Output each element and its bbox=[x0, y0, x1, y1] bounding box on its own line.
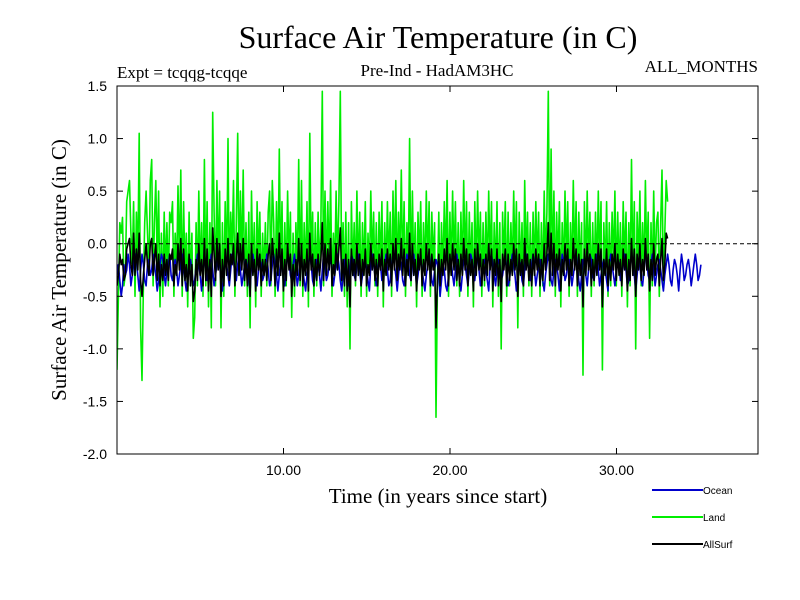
x-axis: 10.00 20.00 30.00 bbox=[266, 86, 634, 478]
y-tick-label: -1.5 bbox=[83, 393, 107, 409]
x-axis-label: Time (in years since start) bbox=[329, 484, 548, 508]
legend: Ocean Land AllSurf bbox=[652, 486, 733, 551]
legend-label-ocean: Ocean bbox=[703, 486, 732, 497]
legend-label-land: Land bbox=[703, 513, 725, 524]
y-axis: 1.5 1.0 0.5 0.0 -0.5 -1.0 -1.5 -2.0 bbox=[83, 78, 758, 462]
y-axis-label: Surface Air Temperature (in C) bbox=[47, 139, 71, 401]
y-tick-label: 0.0 bbox=[88, 236, 108, 252]
plot-frame bbox=[116, 85, 759, 455]
x-tick-label: 30.00 bbox=[599, 462, 634, 478]
series-line-allsurf bbox=[117, 221, 669, 329]
x-tick-label: 10.00 bbox=[266, 462, 301, 478]
chart-subtitle-left: Expt = tcqqg-tcqqe bbox=[117, 63, 247, 82]
y-tick-label: -0.5 bbox=[83, 288, 107, 304]
y-tick-label: 1.0 bbox=[88, 131, 108, 147]
y-tick-label: -1.0 bbox=[83, 341, 107, 357]
y-tick-label: -2.0 bbox=[83, 446, 107, 462]
legend-label-allsurf: AllSurf bbox=[703, 540, 733, 551]
y-tick-label: 1.5 bbox=[88, 78, 108, 94]
chart-subtitle-right: ALL_MONTHS bbox=[645, 57, 758, 76]
y-tick-label: 0.5 bbox=[88, 183, 108, 199]
plot-area bbox=[116, 85, 759, 455]
x-tick-label: 20.00 bbox=[432, 462, 467, 478]
series-layer bbox=[117, 90, 702, 419]
chart-title: Surface Air Temperature (in C) bbox=[239, 19, 638, 55]
chart-subtitle-center: Pre-Ind - HadAM3HC bbox=[361, 61, 514, 80]
